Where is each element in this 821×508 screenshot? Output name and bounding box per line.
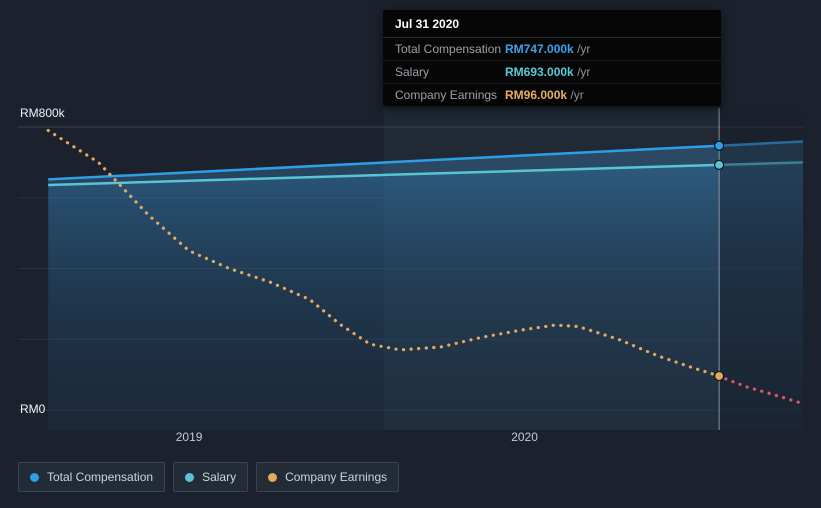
x-axis-label-2020: 2020 xyxy=(511,430,538,444)
marker-total-compensation[interactable] xyxy=(714,140,725,151)
legend-label: Company Earnings xyxy=(285,470,388,484)
company-earnings-line xyxy=(46,128,721,378)
legend-label: Total Compensation xyxy=(47,470,154,484)
compensation-band xyxy=(48,141,803,185)
y-axis-label-max: RM800k xyxy=(20,106,65,120)
forecast-dim-overlay xyxy=(719,108,803,430)
tooltip-row-company-earnings: Company Earnings RM96.000k /yr xyxy=(383,84,721,106)
legend-item-company-earnings[interactable]: Company Earnings xyxy=(256,462,400,492)
tooltip: Jul 31 2020 Total Compensation RM747.000… xyxy=(383,10,721,106)
tooltip-value: RM96.000k /yr xyxy=(505,88,584,102)
marker-salary[interactable] xyxy=(714,159,725,170)
y-axis-label-min: RM0 xyxy=(20,402,46,416)
tooltip-value: RM693.000k /yr xyxy=(505,65,591,79)
tooltip-row-total-compensation: Total Compensation RM747.000k /yr xyxy=(383,38,721,61)
legend-item-salary[interactable]: Salary xyxy=(173,462,249,492)
tooltip-label: Salary xyxy=(395,65,430,79)
tooltip-row-salary: Salary RM693.000k /yr xyxy=(383,61,721,84)
company-earnings-swatch-icon xyxy=(268,472,278,482)
total-compensation-swatch-icon xyxy=(30,472,39,482)
x-axis-label-2019: 2019 xyxy=(175,430,203,444)
legend: Total Compensation Salary Company Earnin… xyxy=(18,462,400,492)
salary-area xyxy=(48,162,803,430)
legend-label: Salary xyxy=(202,470,237,484)
tooltip-value: RM747.000k /yr xyxy=(505,42,591,56)
legend-item-total-compensation[interactable]: Total Compensation xyxy=(18,462,166,492)
salary-swatch-icon xyxy=(185,472,195,482)
tooltip-date: Jul 31 2020 xyxy=(383,10,721,38)
tooltip-label: Total Compensation xyxy=(395,42,502,56)
tooltip-label: Company Earnings xyxy=(395,88,498,102)
marker-company-earnings[interactable] xyxy=(714,370,725,382)
